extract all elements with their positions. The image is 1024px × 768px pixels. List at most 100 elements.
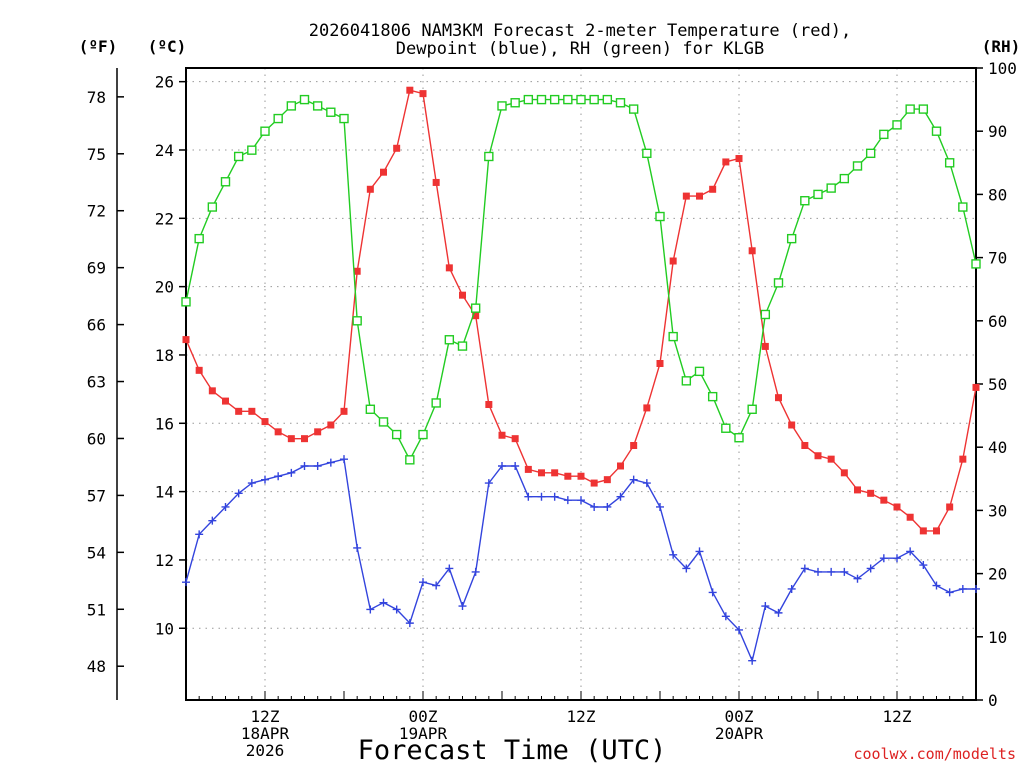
temperature-point (208, 387, 216, 395)
temperature-point (222, 397, 229, 405)
dewpoint-point (814, 567, 822, 576)
temperature-series (182, 86, 980, 535)
unit-rh: (RH) (982, 37, 1021, 56)
celsius-tick-label: 16 (155, 414, 174, 433)
rh-point (655, 211, 665, 222)
rh-point (734, 433, 744, 443)
dewpoint-point (366, 605, 375, 614)
fahrenheit-tick-label: 78 (87, 88, 106, 107)
dewpoint-point (590, 502, 599, 511)
rh-point (444, 335, 455, 345)
dewpoint-point (379, 598, 388, 607)
dewpoint-series (182, 455, 980, 665)
dewpoint-point (840, 567, 849, 576)
rh-point (879, 129, 889, 140)
rh-point (247, 145, 257, 155)
temperature-point (432, 178, 440, 186)
rh-point (747, 404, 757, 414)
dewpoint-point (800, 564, 809, 573)
time-tick-label: 00Z (409, 707, 438, 726)
rh-point (576, 94, 586, 105)
rh-point (510, 98, 520, 108)
dewpoint-point (234, 489, 243, 498)
celsius-tick-label: 26 (155, 73, 174, 92)
rh-point (905, 104, 915, 114)
rh-point (181, 297, 191, 307)
temperature-point (748, 247, 756, 255)
temperature-point (182, 336, 190, 344)
rh-point (852, 161, 863, 171)
temperature-point (854, 486, 861, 494)
time-tick-label: 12Z (251, 707, 280, 726)
dewpoint-point (458, 602, 467, 611)
rh-point (628, 104, 639, 114)
rh-point (971, 259, 981, 269)
rh-point (668, 331, 678, 342)
temperature-point (511, 435, 519, 443)
dewpoint-point (537, 492, 546, 501)
rh-point (365, 404, 376, 414)
rh-point (642, 148, 652, 159)
dewpoint-point (735, 625, 743, 634)
temperature-point (287, 435, 295, 443)
temperature-point (761, 342, 769, 350)
temperature-point (445, 264, 453, 272)
time-tick-label: 12Z (883, 707, 912, 726)
time-tick-label: 20APR (715, 724, 764, 743)
rh-ticks: 0 10 20 30 40 50 60 70 80 90 100 (976, 59, 1017, 710)
temperature-point (840, 469, 848, 477)
dewpoint-point (524, 492, 533, 501)
rh-point (892, 120, 902, 130)
dewpoint-point (695, 547, 704, 556)
fahrenheit-tick-label: 72 (87, 202, 106, 221)
fahrenheit-ticks: 48 51 54 57 60 63 66 69 72 75 78 (87, 88, 124, 676)
temperature-point (788, 421, 796, 429)
temperature-point (933, 527, 940, 535)
series-layer (181, 86, 981, 665)
temperature-point (551, 469, 559, 477)
temperature-point (274, 428, 282, 436)
rh-point (602, 94, 613, 105)
rh-point (273, 113, 283, 124)
dewpoint-point (247, 479, 256, 488)
dewpoint-point (353, 543, 362, 552)
temperature-point (538, 469, 545, 477)
dewpoint-point (603, 502, 612, 511)
dewpoint-point (748, 656, 757, 665)
dewpoint-point (300, 461, 309, 470)
rh-tick-label: 0 (988, 691, 998, 710)
temperature-point (314, 428, 322, 436)
chart-title-line2: Dewpoint (blue), RH (green) for KLGB (396, 39, 764, 59)
temperature-point (406, 86, 414, 94)
rh-tick-label: 100 (988, 59, 1017, 78)
rh-tick-label: 50 (988, 375, 1007, 394)
fahrenheit-tick-label: 69 (87, 259, 106, 278)
dewpoint-point (721, 612, 730, 621)
celsius-tick-label: 12 (155, 551, 174, 570)
temperature-point (327, 421, 335, 429)
celsius-tick-label: 24 (155, 141, 174, 160)
rh-point (826, 183, 836, 193)
rh-point (760, 309, 771, 320)
rh-point (523, 94, 534, 105)
temperature-point (485, 400, 493, 408)
dewpoint-point (471, 567, 480, 576)
celsius-tick-label: 14 (155, 483, 174, 502)
rh-point (536, 94, 547, 105)
dewpoint-point (484, 479, 493, 488)
celsius-tick-label: 10 (155, 619, 174, 638)
unit-fahrenheit: (ºF) (79, 37, 118, 56)
time-tick-label: 18APR (241, 724, 290, 743)
dewpoint-point (827, 567, 836, 576)
temperature-point (722, 158, 730, 166)
rh-point (615, 98, 626, 108)
rh-tick-label: 60 (988, 312, 1007, 331)
dewpoint-point (945, 588, 954, 597)
temperature-point (669, 257, 677, 265)
temperature-point (656, 360, 664, 368)
rh-point (391, 429, 402, 440)
rh-point (260, 126, 270, 136)
dewpoint-point (287, 468, 296, 477)
fahrenheit-tick-label: 54 (87, 543, 106, 562)
